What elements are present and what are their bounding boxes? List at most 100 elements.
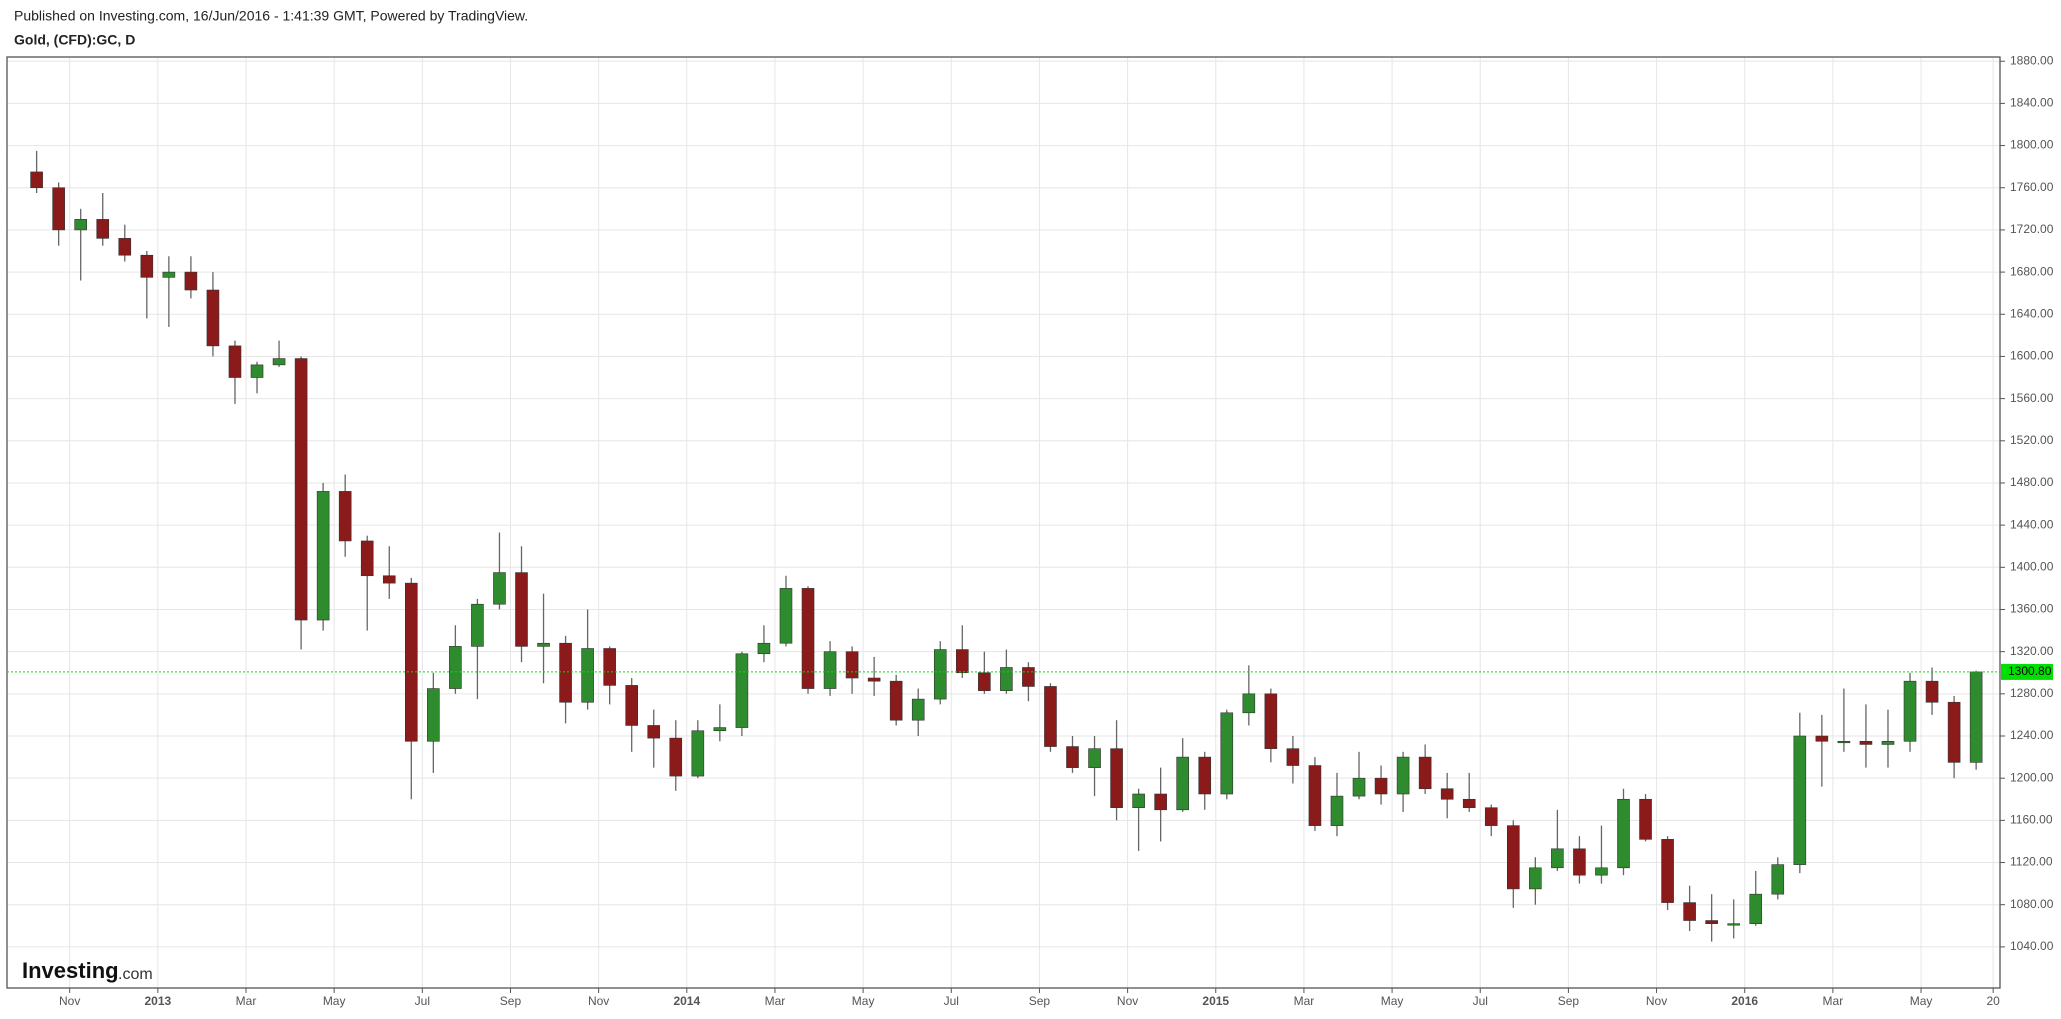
y-tick-label: 1040.00 bbox=[2010, 939, 2054, 953]
candle-body bbox=[1903, 680, 1917, 742]
y-tick-label: 1080.00 bbox=[2010, 897, 2054, 911]
x-tick-label: Sep bbox=[1558, 994, 1580, 1008]
candle-body bbox=[1881, 740, 1895, 745]
x-tick-label: Nov bbox=[588, 994, 609, 1008]
candle-body bbox=[1639, 798, 1652, 840]
x-tick-label: May bbox=[1381, 994, 1404, 1008]
y-tick-label: 1480.00 bbox=[2010, 475, 2054, 489]
candle-body bbox=[559, 642, 572, 703]
candle-body bbox=[625, 685, 639, 726]
candle-body bbox=[404, 582, 418, 742]
candle-body bbox=[1198, 756, 1212, 795]
candle-body bbox=[1969, 671, 1983, 763]
candle-body bbox=[1352, 777, 1366, 797]
candle-body bbox=[1154, 793, 1167, 811]
candle-body bbox=[1374, 777, 1388, 795]
candle-body bbox=[449, 646, 462, 689]
candle-body bbox=[52, 187, 65, 231]
candle-body bbox=[933, 649, 947, 700]
candle-body bbox=[206, 289, 220, 347]
candle-body bbox=[1286, 748, 1300, 766]
candle-body bbox=[1462, 798, 1476, 809]
candle-body bbox=[867, 677, 881, 682]
candle-body bbox=[1661, 839, 1674, 903]
candle-body bbox=[493, 572, 506, 605]
candle-body bbox=[713, 727, 727, 732]
candle-body bbox=[1859, 740, 1873, 745]
candle-body bbox=[1176, 756, 1189, 811]
candle-body bbox=[1022, 667, 1035, 687]
candle-body bbox=[272, 358, 286, 366]
candle-body bbox=[1595, 867, 1608, 876]
y-tick-label: 1800.00 bbox=[2010, 138, 2054, 152]
candle-body bbox=[757, 642, 771, 655]
candle-body bbox=[1551, 848, 1564, 869]
candle-body bbox=[735, 653, 749, 728]
x-tick-label: Jul bbox=[1473, 994, 1488, 1008]
x-tick-label: Sep bbox=[500, 994, 522, 1008]
x-tick-label: 2013 bbox=[144, 994, 171, 1008]
candle-body bbox=[691, 730, 705, 777]
candle-body bbox=[471, 603, 484, 647]
candle-body bbox=[1132, 793, 1145, 809]
candle-body bbox=[823, 651, 837, 689]
candles bbox=[30, 150, 1983, 942]
y-tick-label: 1880.00 bbox=[2010, 53, 2054, 67]
candle-body bbox=[1617, 798, 1630, 869]
candle-body bbox=[1242, 693, 1256, 714]
candle-body bbox=[1529, 867, 1542, 890]
candle-body bbox=[889, 680, 903, 721]
y-tick-label: 1240.00 bbox=[2010, 728, 2054, 742]
candle-body bbox=[647, 725, 661, 739]
y-tick-label: 1200.00 bbox=[2010, 770, 2054, 784]
logo-brand: Investing bbox=[22, 958, 119, 983]
x-tick-label: Mar bbox=[1294, 994, 1315, 1008]
y-tick-label: 1560.00 bbox=[2010, 391, 2054, 405]
candle-body bbox=[1110, 748, 1123, 809]
candle-body bbox=[603, 648, 616, 686]
y-tick-label: 1760.00 bbox=[2010, 180, 2054, 194]
candle-body bbox=[1000, 667, 1013, 691]
x-tick-label: Jul bbox=[415, 994, 430, 1008]
candle-body bbox=[1771, 864, 1785, 895]
candle-body bbox=[1418, 756, 1432, 790]
candle-body bbox=[1837, 740, 1851, 744]
y-tick-label: 1280.00 bbox=[2010, 686, 2054, 700]
x-tick-label: 2014 bbox=[673, 994, 700, 1008]
candle-body bbox=[537, 642, 550, 647]
x-tick-label: Nov bbox=[1646, 994, 1667, 1008]
candle-body bbox=[1396, 756, 1410, 795]
candle-body bbox=[1683, 902, 1696, 921]
y-tick-label: 1440.00 bbox=[2010, 517, 2054, 531]
candle-body bbox=[294, 358, 308, 621]
logo-suffix: .com bbox=[118, 966, 153, 983]
candle-body bbox=[1705, 920, 1718, 924]
x-tick-label: 20 bbox=[1986, 994, 2000, 1008]
grid bbox=[7, 57, 2000, 988]
last-price-label: 1300.80 bbox=[2008, 664, 2052, 678]
candle-body bbox=[779, 588, 793, 644]
y-tick-label: 1680.00 bbox=[2010, 264, 2054, 278]
candle-body bbox=[427, 688, 440, 742]
y-tick-label: 1640.00 bbox=[2010, 306, 2054, 320]
candle-body bbox=[1440, 788, 1454, 800]
x-tick-label: Mar bbox=[765, 994, 786, 1008]
candle-body bbox=[1308, 765, 1322, 826]
x-tick-label: Jul bbox=[944, 994, 959, 1008]
y-tick-label: 1160.00 bbox=[2010, 813, 2053, 827]
symbol-title: Gold, (CFD):GC, D bbox=[14, 32, 135, 48]
y-tick-label: 1400.00 bbox=[2010, 559, 2054, 573]
candle-body bbox=[515, 572, 528, 647]
candle-body bbox=[801, 588, 815, 689]
x-tick-label: Mar bbox=[236, 994, 257, 1008]
candle-body bbox=[1727, 923, 1740, 926]
candle-body bbox=[184, 271, 198, 291]
candle-body bbox=[1484, 807, 1498, 826]
x-tick-label: Nov bbox=[1117, 994, 1138, 1008]
x-tick-label: 2016 bbox=[1731, 994, 1758, 1008]
x-tick-label: May bbox=[323, 994, 346, 1008]
candle-body bbox=[250, 364, 264, 378]
candle-body bbox=[316, 491, 330, 621]
y-tick-label: 1360.00 bbox=[2010, 602, 2054, 616]
